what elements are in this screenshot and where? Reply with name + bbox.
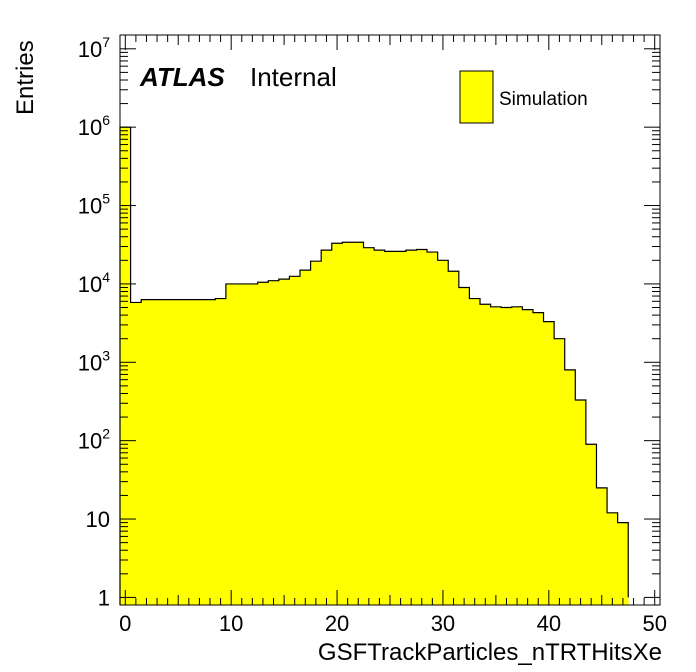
histogram-bin [130,302,142,605]
histogram-bin [363,247,375,605]
histogram-bin [607,512,619,605]
y-tick-label: 104 [78,269,110,297]
histogram-bin [342,242,354,606]
histogram-bin [384,251,396,605]
histogram-bin [448,271,460,605]
histogram-bin [405,250,417,605]
histogram-bin [585,444,597,605]
histogram-bin [532,312,544,605]
histogram-bars [119,126,629,606]
histogram-bin [543,321,555,605]
x-tick-labels: 0 10 20 30 40 50 [119,611,667,636]
histogram-bin [596,487,608,605]
y-tick-label: 102 [78,426,110,454]
histogram-outline [119,126,629,605]
histogram-bin [416,249,428,606]
y-tick-label: 107 [78,34,110,62]
histogram-bin [236,283,248,605]
histogram-bin [194,299,206,605]
y-tick-labels: 1 10 102 103 104 105 106 107 [78,34,110,611]
histogram-bin [490,306,502,605]
histogram-bin [480,304,491,605]
y-tick-label: 1 [98,585,110,610]
histogram-bin [300,270,311,605]
histogram-bin [427,252,439,605]
internal-label: Internal [250,62,337,92]
y-tick-label: 10 [86,507,110,532]
histogram-bin [268,280,280,605]
y-tick-label: 105 [78,191,110,219]
x-tick-label: 40 [537,611,561,636]
histogram-bin [575,400,587,605]
atlas-label: ATLAS [139,62,225,92]
legend: Simulation [459,70,588,124]
histogram-bin [257,282,269,605]
histogram-bin [278,279,290,605]
histogram-bin [564,369,576,605]
histogram-bin [204,299,216,605]
x-tick-label: 10 [219,611,243,636]
histogram-bin [458,287,470,605]
y-tick-label: 103 [78,347,110,375]
histogram-bin [501,307,513,605]
x-tick-label: 0 [119,611,131,636]
histogram-bin [522,309,534,605]
histogram-bin [395,251,407,605]
x-tick-label: 50 [642,611,666,636]
x-axis-title: GSFTrackParticles_nTRTHitsXe [318,639,662,666]
histogram-bin [437,260,449,605]
histogram-bin [151,299,163,605]
histogram-bin [225,283,237,605]
histogram-bin [331,243,343,605]
histogram-bin [289,276,301,605]
histogram-bin [162,299,174,605]
y-tick-label: 106 [78,112,110,140]
histogram-bin [215,298,227,605]
legend-label: Simulation [499,89,588,110]
histogram-bin [511,306,523,605]
histogram-bin [374,250,386,605]
histogram-bin [554,338,566,605]
histogram-bin [183,299,195,605]
x-tick-label: 20 [325,611,349,636]
histogram-bin [141,299,153,605]
histogram-bin [321,250,333,605]
histogram-bin [310,261,322,605]
histogram-bin [247,283,259,605]
axis-ticks [120,35,660,605]
histogram-bin [617,522,629,605]
y-axis-title: Entries [12,40,39,115]
histogram-bin [352,242,364,606]
histogram-bin [172,299,184,605]
legend-swatch [459,70,494,124]
histogram-bin [469,298,481,605]
x-tick-label: 30 [431,611,455,636]
